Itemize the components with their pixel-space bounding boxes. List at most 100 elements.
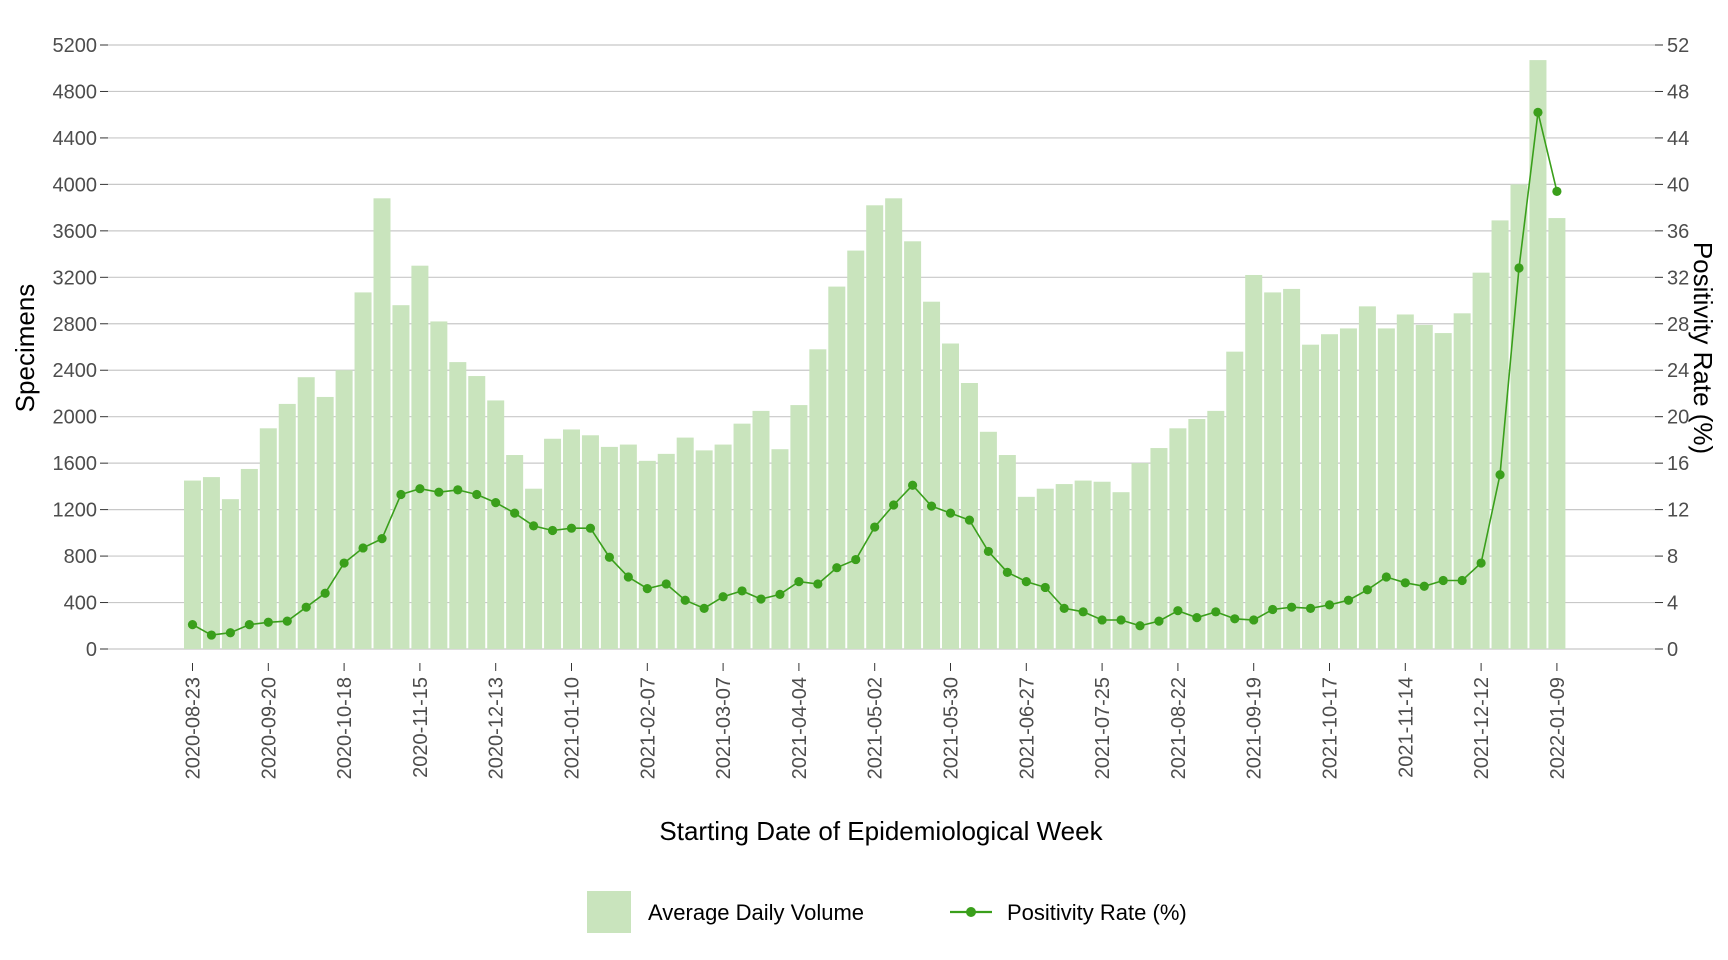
y-tick-label: 3200 — [53, 267, 98, 289]
y-tick-label: 2800 — [53, 314, 98, 336]
bar — [506, 455, 524, 649]
positivity-point — [1533, 107, 1543, 117]
x-tick-label: 2020-09-20 — [258, 677, 280, 779]
bar — [1150, 448, 1168, 649]
x-tick-label: 2021-06-27 — [1016, 677, 1038, 779]
bar — [1283, 288, 1301, 649]
bar — [1226, 351, 1244, 649]
y-tick-label: 3600 — [53, 221, 98, 243]
positivity-point — [225, 628, 235, 638]
y-tick-label: 5200 — [53, 35, 98, 57]
bar — [581, 435, 599, 649]
bar — [1396, 314, 1414, 649]
positivity-point — [510, 508, 520, 518]
positivity-point — [1495, 470, 1505, 480]
y2-tick-label: 36 — [1667, 221, 1689, 243]
positivity-point — [1154, 616, 1164, 626]
x-tick-label: 2021-09-19 — [1244, 677, 1266, 779]
bar — [1491, 220, 1509, 649]
y-tick-label: 1200 — [53, 500, 98, 522]
y-tick-label: 400 — [64, 593, 97, 615]
bar — [638, 460, 656, 649]
bar — [979, 431, 997, 649]
legend-swatch-point — [966, 907, 976, 917]
bar — [1207, 410, 1225, 649]
y2-tick-label: 32 — [1667, 267, 1689, 289]
positivity-point — [1078, 607, 1088, 617]
bar — [240, 468, 258, 649]
positivity-point — [282, 616, 292, 626]
x-tick-label: 2020-11-15 — [410, 677, 432, 778]
legend-label-bar: Average Daily Volume — [648, 900, 864, 925]
positivity-point — [1362, 585, 1372, 595]
positivity-point — [1476, 558, 1486, 568]
x-tick-label: 2021-05-02 — [865, 677, 887, 779]
y-tick-label: 4400 — [53, 128, 98, 150]
positivity-point — [301, 602, 311, 612]
positivity-point — [1230, 614, 1240, 624]
bar — [1036, 488, 1054, 649]
bar — [714, 444, 732, 649]
bar — [1339, 328, 1357, 649]
bar — [904, 241, 922, 650]
bar — [392, 305, 410, 649]
y-axis-left-ticks: 0 400 800 1200 1600 2000 2400 2800 3200 3600 4000 4… — [53, 35, 108, 661]
positivity-point — [642, 584, 652, 594]
positivity-point — [1552, 186, 1562, 196]
positivity-point — [1457, 575, 1467, 586]
positivity-point — [1173, 606, 1183, 616]
positivity-point — [908, 480, 918, 490]
bar — [1169, 428, 1187, 649]
y2-tick-label: 12 — [1667, 500, 1689, 522]
x-tick-label: 2020-10-18 — [334, 677, 356, 779]
x-tick-label: 2021-12-12 — [1471, 677, 1493, 779]
y-axis-title: Specimens — [10, 284, 40, 413]
positivity-point — [1021, 577, 1031, 587]
positivity-point — [1419, 581, 1429, 591]
bar — [1093, 481, 1111, 649]
x-tick-label: 2021-04-04 — [789, 677, 811, 779]
x-tick-label: 2021-08-22 — [1168, 677, 1190, 779]
positivity-point — [566, 523, 577, 533]
positivity-point — [851, 554, 861, 565]
y2-tick-label: 4 — [1667, 593, 1678, 615]
positivity-point — [983, 546, 994, 557]
bar — [923, 301, 941, 649]
positivity-point — [1438, 575, 1448, 586]
positivity-point — [699, 603, 709, 613]
bar — [998, 455, 1016, 649]
positivity-point — [1192, 613, 1202, 623]
positivity-point — [1135, 621, 1145, 631]
bar — [866, 205, 884, 650]
bar — [563, 429, 580, 649]
positivity-point — [1097, 615, 1107, 625]
positivity-point — [1343, 595, 1354, 605]
x-axis-title: Starting Date of Epidemiological Week — [659, 816, 1103, 846]
positivity-point — [1287, 602, 1297, 612]
bar-series-average-daily-volume — [184, 60, 1566, 650]
bar — [942, 343, 959, 649]
positivity-point — [1002, 567, 1012, 577]
positivity-point — [794, 577, 804, 587]
bar — [373, 198, 391, 650]
bar — [449, 362, 467, 649]
x-tick-label: 2021-11-14 — [1395, 677, 1417, 778]
positivity-point — [263, 617, 273, 627]
bar — [790, 405, 808, 649]
positivity-point — [1324, 600, 1335, 610]
positivity-point — [718, 592, 728, 602]
bar — [1358, 306, 1376, 649]
bar — [1548, 218, 1566, 650]
y2-tick-label: 20 — [1667, 407, 1689, 429]
x-tick-label: 2021-01-10 — [562, 677, 584, 779]
y2-tick-label: 0 — [1667, 639, 1678, 661]
positivity-point — [1400, 578, 1410, 588]
positivity-point — [756, 594, 766, 604]
y2-tick-label: 28 — [1667, 314, 1689, 336]
positivity-point — [377, 534, 387, 544]
bar — [335, 370, 353, 649]
positivity-point — [1116, 615, 1126, 625]
y-tick-label: 1600 — [53, 453, 98, 475]
bar — [752, 410, 770, 649]
